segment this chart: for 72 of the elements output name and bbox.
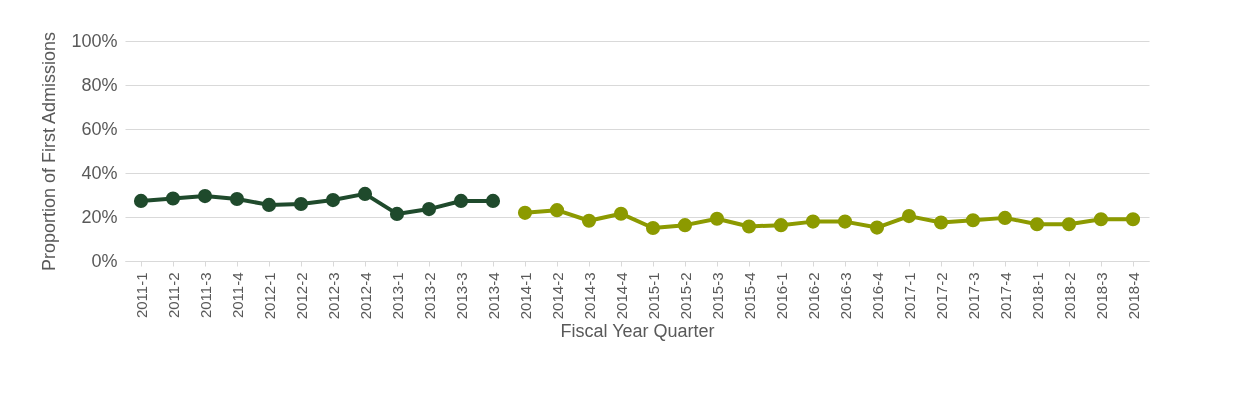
point <box>645 220 661 236</box>
x-tick-label: 2018-1 <box>1028 272 1046 320</box>
point <box>197 189 213 204</box>
point <box>421 202 437 217</box>
x-tick-label: 2016-3 <box>836 272 854 320</box>
point <box>613 206 629 221</box>
y-tick-label: 60% <box>81 118 118 139</box>
y-tick-label: 20% <box>81 206 118 227</box>
y-tick-label: 40% <box>81 162 118 183</box>
x-tick-label: 2013-3 <box>452 272 470 320</box>
point <box>965 213 981 228</box>
point <box>837 214 853 229</box>
point <box>677 218 693 233</box>
x-tick-label: 2017-2 <box>932 272 950 320</box>
point <box>485 193 501 208</box>
x-tick-label: 2018-4 <box>1124 272 1142 320</box>
x-tick-label: 2015-2 <box>676 272 694 320</box>
point <box>133 193 149 208</box>
point <box>805 214 821 229</box>
x-tick-label: 2015-1 <box>644 272 662 320</box>
x-tick-label: 2011-1 <box>132 272 150 319</box>
x-tick-label: 2016-4 <box>868 272 886 320</box>
x-tick-label: 2013-1 <box>388 272 406 320</box>
point <box>1093 212 1109 227</box>
point <box>549 203 565 218</box>
point <box>933 215 949 230</box>
x-tick-label: 2011-2 <box>164 272 182 319</box>
x-tick-label: 2014-3 <box>580 272 598 320</box>
x-tick-label: 2012-3 <box>324 272 342 320</box>
point <box>773 218 789 233</box>
x-tick-label: 2011-4 <box>228 272 246 319</box>
x-tick-label: 2017-1 <box>900 272 918 320</box>
point <box>581 213 597 228</box>
point <box>741 219 757 234</box>
point <box>453 193 469 208</box>
x-tick-label: 2014-1 <box>516 272 534 320</box>
y-tick-label: 0% <box>91 250 118 271</box>
point <box>997 210 1013 225</box>
x-tick-label: 2017-3 <box>964 272 982 320</box>
point <box>389 206 405 221</box>
point <box>1061 217 1077 232</box>
y-axis-title: Proportion of First Admissions <box>39 31 60 272</box>
x-tick-label: 2017-4 <box>996 272 1014 320</box>
y-tick-label: 100% <box>71 30 118 51</box>
x-tick-label: 2016-2 <box>804 272 822 320</box>
point <box>709 211 725 226</box>
x-axis-title: Fiscal Year Quarter <box>560 321 715 342</box>
point <box>165 191 181 206</box>
x-tick-label: 2015-4 <box>740 272 758 320</box>
x-tick-label: 2018-2 <box>1060 272 1078 320</box>
point <box>1125 212 1141 227</box>
x-tick-label: 2012-4 <box>356 272 374 320</box>
x-tick-label: 2012-2 <box>292 272 310 320</box>
x-tick-label: 2013-2 <box>420 272 438 320</box>
x-tick-label: 2018-3 <box>1092 272 1110 320</box>
x-tick-label: 2015-3 <box>708 272 726 320</box>
y-tick-label: 80% <box>81 74 118 95</box>
point <box>517 205 533 220</box>
point <box>261 197 277 212</box>
x-tick-label: 2014-2 <box>548 272 566 320</box>
x-tick-label: 2014-4 <box>612 272 630 320</box>
x-tick-label: 2011-3 <box>196 272 214 319</box>
point <box>869 220 885 235</box>
point <box>293 196 309 212</box>
point <box>901 209 917 224</box>
point <box>229 191 245 207</box>
point <box>357 186 373 201</box>
x-tick-label: 2013-4 <box>484 272 502 320</box>
x-tick-label: 2012-1 <box>260 272 278 320</box>
x-tick-label: 2016-1 <box>772 272 790 320</box>
point <box>1029 217 1045 232</box>
point <box>325 193 341 208</box>
